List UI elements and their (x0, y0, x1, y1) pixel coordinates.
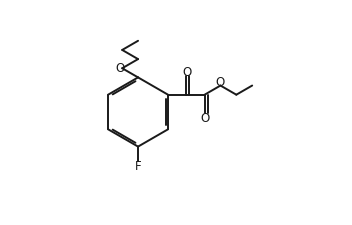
Text: O: O (216, 75, 225, 88)
Text: O: O (201, 112, 210, 125)
Text: O: O (115, 62, 124, 74)
Text: O: O (182, 66, 191, 79)
Text: F: F (135, 159, 142, 172)
